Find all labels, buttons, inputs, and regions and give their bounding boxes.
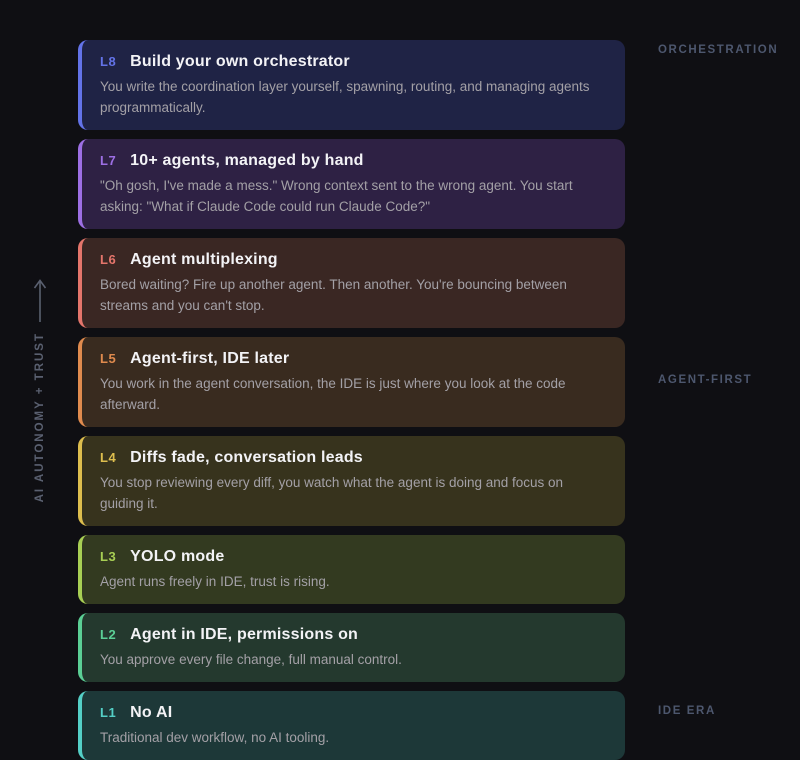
level-badge: L2 — [100, 627, 117, 642]
autonomy-axis: AI AUTONOMY + TRUST — [22, 278, 58, 502]
levels-column: L8 Build your own orchestrator You write… — [78, 40, 625, 760]
level-description: You approve every file change, full manu… — [100, 652, 402, 667]
level-title: No AI — [130, 704, 173, 721]
level-title-row: L8 Build your own orchestrator — [100, 52, 605, 72]
level-title-row: L2 Agent in IDE, permissions on — [100, 625, 605, 645]
level-title-row: L4 Diffs fade, conversation leads — [100, 448, 605, 468]
level-title: Agent-first, IDE later — [130, 350, 290, 367]
level-title-row: L6 Agent multiplexing — [100, 250, 605, 270]
level-description: You work in the agent conversation, the … — [100, 376, 566, 412]
level-badge: L7 — [100, 153, 117, 168]
level-description: Traditional dev workflow, no AI tooling. — [100, 730, 330, 745]
axis-label: AI AUTONOMY + TRUST — [34, 332, 46, 503]
level-title: Agent multiplexing — [130, 251, 278, 268]
level-badge: L8 — [100, 54, 117, 69]
level-title: 10+ agents, managed by hand — [130, 152, 364, 169]
level-title: Diffs fade, conversation leads — [130, 449, 363, 466]
level-badge: L4 — [100, 450, 117, 465]
level-title: YOLO mode — [130, 548, 225, 565]
level-description: You stop reviewing every diff, you watch… — [100, 475, 564, 511]
level-description: You write the coordination layer yoursel… — [100, 79, 590, 115]
level-card-l3: L3 YOLO mode Agent runs freely in IDE, t… — [78, 535, 625, 604]
level-description: Agent runs freely in IDE, trust is risin… — [100, 574, 330, 589]
era-label-agent-first: AGENT-FIRST — [658, 374, 753, 386]
level-badge: L5 — [100, 351, 117, 366]
level-card-l1: L1 No AI Traditional dev workflow, no AI… — [78, 691, 625, 760]
level-card-l5: L5 Agent-first, IDE later You work in th… — [78, 337, 625, 427]
level-card-l4: L4 Diffs fade, conversation leads You st… — [78, 436, 625, 526]
era-label-orchestration: ORCHESTRATION — [658, 44, 779, 56]
level-title-row: L3 YOLO mode — [100, 547, 605, 567]
level-description: "Oh gosh, I've made a mess." Wrong conte… — [100, 178, 573, 214]
level-title-row: L7 10+ agents, managed by hand — [100, 151, 605, 171]
level-title: Agent in IDE, permissions on — [130, 626, 359, 643]
up-arrow-icon — [33, 279, 47, 322]
level-title: Build your own orchestrator — [130, 53, 350, 70]
level-card-l2: L2 Agent in IDE, permissions on You appr… — [78, 613, 625, 682]
level-card-l7: L7 10+ agents, managed by hand "Oh gosh,… — [78, 139, 625, 229]
level-badge: L6 — [100, 252, 117, 267]
level-card-l8: L8 Build your own orchestrator You write… — [78, 40, 625, 130]
level-badge: L3 — [100, 549, 117, 564]
era-label-ide-era: IDE ERA — [658, 705, 716, 717]
level-description: Bored waiting? Fire up another agent. Th… — [100, 277, 567, 313]
level-badge: L1 — [100, 705, 117, 720]
level-card-l6: L6 Agent multiplexing Bored waiting? Fir… — [78, 238, 625, 328]
level-title-row: L1 No AI — [100, 703, 605, 723]
level-title-row: L5 Agent-first, IDE later — [100, 349, 605, 369]
